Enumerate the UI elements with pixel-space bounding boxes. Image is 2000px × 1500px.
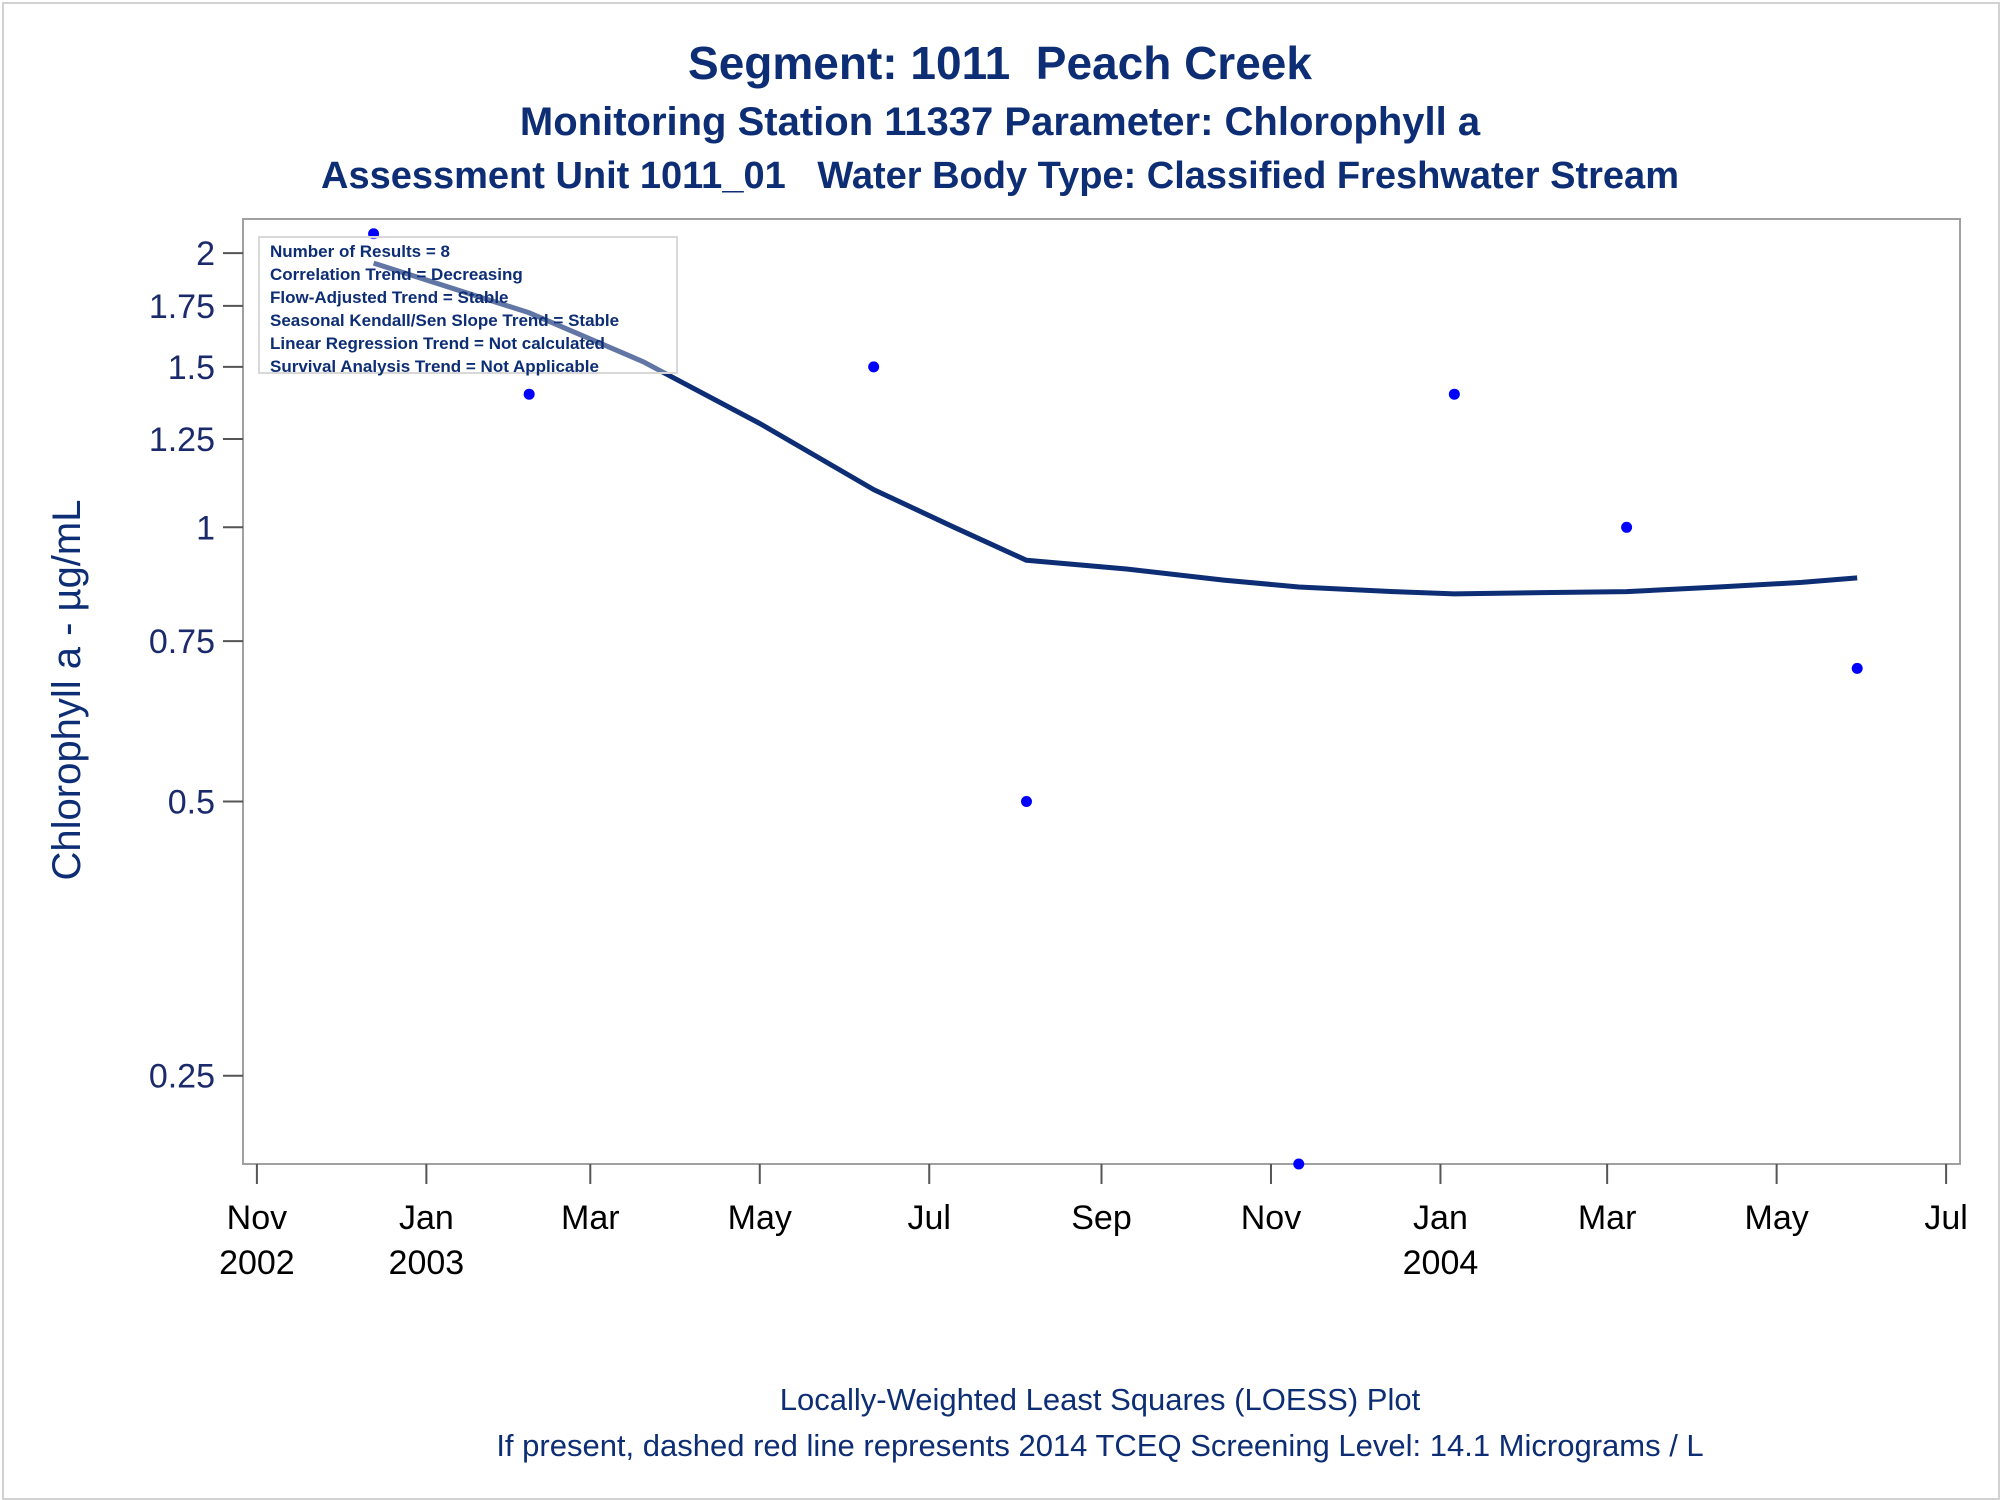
data-point (868, 361, 880, 373)
y-tick-label: 0.25 (149, 1058, 215, 1096)
footnote-1: Locally-Weighted Least Squares (LOESS) P… (779, 1382, 1421, 1417)
data-point (1293, 1158, 1305, 1170)
y-tick-label: 0.75 (149, 623, 215, 661)
data-point (1851, 662, 1863, 674)
y-tick-label: 1.25 (149, 421, 215, 459)
y-tick-label: 0.5 (168, 784, 215, 822)
series-layer (368, 228, 1863, 1170)
x-tick-label: Nov (227, 1199, 287, 1237)
x-tick-label: Mar (561, 1199, 620, 1237)
x-tick-label: May (728, 1199, 792, 1237)
x-tick-label: Jul (908, 1199, 951, 1237)
y-axis-label: Chlorophyll a - µg/mL (45, 500, 89, 881)
stats-line: Number of Results = 8 (270, 242, 450, 261)
data-point (1621, 521, 1633, 533)
x-tick-label: Sep (1071, 1199, 1132, 1237)
stats-line: Survival Analysis Trend = Not Applicable (270, 357, 599, 376)
x-tick-label: Mar (1578, 1199, 1637, 1237)
footnote-2: If present, dashed red line represents 2… (496, 1428, 1704, 1463)
x-tick-label: Jul (1924, 1199, 1967, 1237)
stats-line: Linear Regression Trend = Not calculated (270, 334, 605, 353)
x-tick-year-label: 2002 (219, 1244, 295, 1282)
chart-title: Segment: 1011 Peach Creek (688, 37, 1312, 89)
y-tick-label: 1 (196, 509, 215, 547)
stats-legend-box: Number of Results = 8 Correlation Trend … (258, 236, 678, 376)
loess-line (372, 260, 1858, 597)
y-tick-label: 2 (196, 235, 215, 273)
x-tick-label: Jan (399, 1199, 454, 1237)
x-axis: Nov 2002 Jan 2003 Mar May Jul Sep Nov Jan 2004 Mar M… (219, 1164, 1968, 1282)
chart-subtitle: Monitoring Station 11337 Parameter: Chlo… (519, 100, 1481, 144)
x-tick-year-label: 2004 (1403, 1244, 1479, 1282)
x-tick-year-label: 2003 (389, 1244, 465, 1282)
chart-subtitle-2: Assessment Unit 1011_01 Water Body Type:… (321, 155, 1679, 197)
data-point (1020, 796, 1032, 808)
data-point (1448, 388, 1460, 400)
y-tick-label: 1.5 (168, 349, 215, 387)
stats-line: Seasonal Kendall/Sen Slope Trend = Stabl… (270, 311, 620, 330)
stats-line: Flow-Adjusted Trend = Stable (270, 288, 509, 307)
data-point (523, 388, 535, 400)
x-tick-label: Nov (1241, 1199, 1301, 1237)
y-axis: 2 1.75 1.5 1.25 1 0.75 0.5 0.25 (149, 235, 243, 1096)
y-tick-label: 1.75 (149, 288, 215, 326)
x-tick-label: May (1745, 1199, 1809, 1237)
x-tick-label: Jan (1413, 1199, 1468, 1237)
stats-line: Correlation Trend = Decreasing (270, 265, 523, 284)
